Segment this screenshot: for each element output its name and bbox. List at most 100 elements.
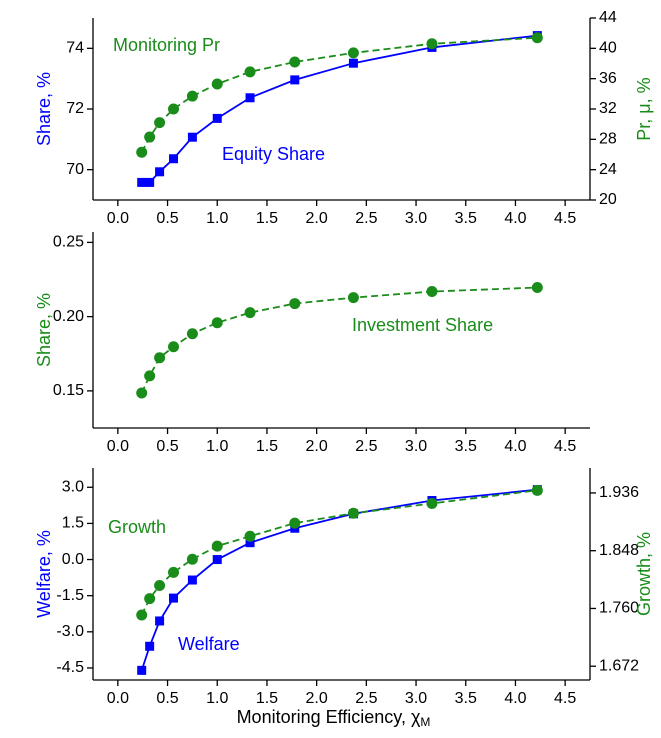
y2-tick-label: 28 [599, 131, 617, 148]
y-tick-label: 0.0 [62, 551, 84, 568]
y2-tick-label: 1.760 [599, 600, 639, 617]
y-tick-label: 0.25 [53, 234, 84, 251]
marker [347, 47, 359, 59]
series-label: Welfare [178, 634, 240, 654]
x-tick-label: 3.0 [405, 438, 427, 455]
y2-tick-label: 1.672 [599, 657, 639, 674]
marker [212, 113, 222, 123]
y-tick-label: 70 [66, 161, 84, 178]
x-tick-label: 0.0 [107, 438, 129, 455]
marker [245, 93, 255, 103]
marker [211, 540, 223, 552]
y2-axis-label: Growth, % [634, 532, 654, 616]
y-tick-label: -3.0 [56, 623, 84, 640]
x-tick-label: 1.5 [256, 690, 278, 707]
marker [168, 103, 180, 115]
marker [244, 66, 256, 78]
x-tick-label: 4.5 [554, 690, 576, 707]
y-axis-label: Share, % [34, 293, 54, 367]
marker [348, 58, 358, 68]
x-tick-label: 2.5 [355, 210, 377, 227]
marker [289, 56, 301, 68]
y2-tick-label: 20 [599, 191, 617, 208]
marker [154, 579, 166, 591]
series-label: Growth [108, 517, 166, 537]
x-tick-label: 2.0 [306, 438, 328, 455]
y2-tick-label: 1.848 [599, 542, 639, 559]
series-label: Monitoring Pr [113, 35, 220, 55]
y2-axis-label: Pr, μ, % [634, 77, 654, 140]
y2-tick-label: 32 [599, 100, 617, 117]
x-tick-label: 4.5 [554, 210, 576, 227]
marker [186, 328, 198, 340]
y2-tick-label: 36 [599, 70, 617, 87]
x-tick-label: 0.5 [156, 690, 178, 707]
x-tick-label: 3.5 [455, 438, 477, 455]
marker [187, 575, 197, 585]
y-tick-label: 0.15 [53, 382, 84, 399]
marker [154, 117, 166, 129]
series-label: Investment Share [352, 315, 493, 335]
marker [168, 341, 180, 353]
y-tick-label: 74 [66, 40, 84, 57]
marker [136, 146, 148, 158]
marker [531, 282, 543, 294]
marker [155, 616, 165, 626]
y2-tick-label: 1.936 [599, 484, 639, 501]
x-tick-label: 2.0 [306, 690, 328, 707]
x-tick-label: 2.5 [355, 690, 377, 707]
marker [347, 292, 359, 304]
marker [169, 154, 179, 164]
x-axis-label-main: Monitoring Efficiency, χ [237, 707, 421, 727]
series-line [140, 36, 538, 153]
x-tick-label: 4.0 [504, 210, 526, 227]
y2-tick-label: 44 [599, 9, 617, 26]
marker [168, 566, 180, 578]
y2-tick-label: 24 [599, 161, 617, 178]
x-tick-label: 1.0 [206, 438, 228, 455]
x-tick-label: 0.5 [156, 210, 178, 227]
marker [187, 132, 197, 142]
marker [426, 38, 438, 50]
x-tick-label: 3.5 [455, 210, 477, 227]
y-tick-label: 1.5 [62, 515, 84, 532]
marker [186, 553, 198, 565]
marker [244, 530, 256, 542]
marker [169, 593, 179, 603]
marker [211, 78, 223, 90]
marker [347, 507, 359, 519]
x-tick-label: 4.0 [504, 690, 526, 707]
series-label: Equity Share [222, 144, 325, 164]
x-tick-label: 3.0 [405, 210, 427, 227]
x-tick-label: 1.5 [256, 438, 278, 455]
marker [155, 167, 165, 177]
marker [244, 307, 256, 319]
marker [531, 32, 543, 44]
x-tick-label: 1.5 [256, 210, 278, 227]
marker [289, 298, 301, 310]
y-tick-label: 72 [66, 100, 84, 117]
x-tick-label: 2.5 [355, 438, 377, 455]
y-tick-label: 3.0 [62, 478, 84, 495]
series-line [140, 489, 538, 616]
x-tick-label: 4.5 [554, 438, 576, 455]
marker [144, 370, 156, 382]
y2-tick-label: 40 [599, 40, 617, 57]
x-tick-label: 1.0 [206, 210, 228, 227]
marker [426, 497, 438, 509]
marker [289, 517, 301, 529]
marker [145, 641, 155, 651]
y-axis-label: Share, % [34, 72, 54, 146]
series-line [141, 34, 538, 184]
marker [531, 484, 543, 496]
y-tick-label: -1.5 [56, 587, 84, 604]
marker [211, 317, 223, 329]
marker [186, 90, 198, 102]
marker [145, 177, 155, 187]
x-tick-label: 3.0 [405, 690, 427, 707]
x-tick-label: 0.5 [156, 438, 178, 455]
x-axis-label: Monitoring Efficiency, χM [237, 707, 431, 729]
x-axis-label-sub: M [420, 715, 430, 729]
marker [426, 286, 438, 298]
